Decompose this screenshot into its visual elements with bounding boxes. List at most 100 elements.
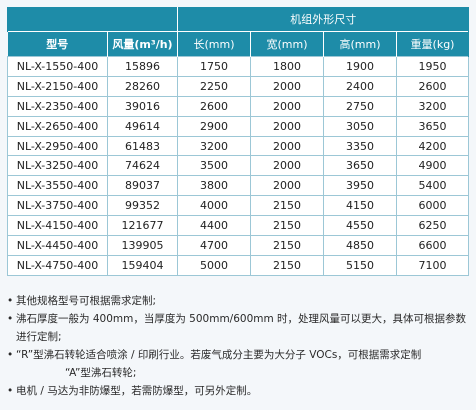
cell-height: 4150: [323, 195, 397, 217]
cell-model: NL-X-2650-400: [7, 115, 108, 137]
cell-height: 2400: [323, 75, 397, 97]
cell-airflow: 89037: [107, 175, 178, 197]
cell-width: 2150: [250, 195, 324, 217]
cell-weight: 3200: [396, 95, 469, 117]
cell-weight: 1950: [396, 56, 469, 77]
note-bullet: •: [7, 385, 14, 397]
cell-height: 3350: [323, 135, 397, 157]
note-bullet: •: [7, 313, 14, 325]
column-header-airflow: 风量(m³/h): [107, 31, 178, 57]
group-header-blank: [7, 7, 178, 32]
table-row: NL-X-3250-400 74624 3500 2000 3650 4900: [7, 155, 469, 177]
cell-airflow: 99352: [107, 195, 178, 217]
cell-width: 2000: [250, 175, 324, 197]
column-header-height: 高(mm): [323, 31, 397, 57]
unit-dimensions-table: 机组外形尺寸 型号 风量(m³/h) 长(mm) 宽(mm) 高(mm) 重量(…: [7, 7, 469, 276]
table-row: NL-X-4450-400 139905 4700 2150 4850 6600: [7, 235, 469, 256]
cell-width: 2000: [250, 135, 324, 157]
column-header-length: 长(mm): [177, 31, 251, 57]
table-body: NL-X-1550-400 15896 1750 1800 1900 1950 NL-X-2…: [7, 56, 469, 276]
table-row: NL-X-4150-400 121677 4400 2150 4550 6250: [7, 215, 469, 237]
table-row: NL-X-1550-400 15896 1750 1800 1900 1950: [7, 56, 469, 77]
cell-model: NL-X-4450-400: [7, 235, 108, 256]
cell-weight: 6600: [396, 235, 469, 256]
cell-width: 2150: [250, 254, 324, 276]
cell-model: NL-X-3750-400: [7, 195, 108, 217]
cell-length: 3200: [177, 135, 251, 157]
cell-weight: 4900: [396, 155, 469, 177]
cell-weight: 4200: [396, 135, 469, 157]
cell-length: 2250: [177, 75, 251, 97]
cell-airflow: 49614: [107, 115, 178, 137]
cell-width: 2000: [250, 115, 324, 137]
note-item: • 沸石厚度一般为 400mm，当厚度为 500mm/600mm 时，处理风量可…: [7, 310, 469, 346]
cell-model: NL-X-1550-400: [7, 56, 108, 77]
cell-length: 3800: [177, 175, 251, 197]
cell-height: 3050: [323, 115, 397, 137]
cell-airflow: 61483: [107, 135, 178, 157]
cell-airflow: 74624: [107, 155, 178, 177]
cell-height: 5150: [323, 254, 397, 276]
cell-length: 2600: [177, 95, 251, 117]
notes-list: • 其他规格型号可根据需求定制; • 沸石厚度一般为 400mm，当厚度为 50…: [7, 292, 469, 400]
cell-airflow: 121677: [107, 215, 178, 237]
cell-airflow: 28260: [107, 75, 178, 97]
note-item: • 其他规格型号可根据需求定制;: [7, 292, 469, 310]
specs-table-container: 机组外形尺寸 型号 风量(m³/h) 长(mm) 宽(mm) 高(mm) 重量(…: [7, 7, 469, 276]
note-item: • 电机 / 马达为非防爆型，若需防爆型，可另外定制。: [7, 382, 469, 400]
cell-length: 1750: [177, 56, 251, 77]
cell-model: NL-X-4150-400: [7, 215, 108, 237]
cell-model: NL-X-2950-400: [7, 135, 108, 157]
cell-width: 2000: [250, 75, 324, 97]
note-text: “R”型沸石转轮适合喷涂 / 印刷行业。若废气成分主要为大分子 VOCs，可根据…: [16, 349, 422, 361]
cell-weight: 6000: [396, 195, 469, 217]
table-row: NL-X-3550-400 89037 3800 2000 3950 5400: [7, 175, 469, 197]
column-header-width: 宽(mm): [250, 31, 324, 57]
cell-length: 5000: [177, 254, 251, 276]
cell-length: 3500: [177, 155, 251, 177]
group-header-dimensions: 机组外形尺寸: [177, 7, 469, 32]
cell-height: 3950: [323, 175, 397, 197]
cell-width: 2150: [250, 215, 324, 237]
cell-width: 1800: [250, 56, 324, 77]
cell-weight: 6250: [396, 215, 469, 237]
cell-airflow: 15896: [107, 56, 178, 77]
cell-model: NL-X-2150-400: [7, 75, 108, 97]
note-text: 电机 / 马达为非防爆型，若需防爆型，可另外定制。: [16, 385, 258, 397]
cell-airflow: 159404: [107, 254, 178, 276]
cell-height: 4850: [323, 235, 397, 256]
table-row: NL-X-2650-400 49614 2900 2000 3050 3650: [7, 115, 469, 137]
cell-weight: 3650: [396, 115, 469, 137]
cell-width: 2150: [250, 235, 324, 256]
column-header-model: 型号: [7, 31, 108, 57]
cell-length: 4400: [177, 215, 251, 237]
table-column-header-row: 型号 风量(m³/h) 长(mm) 宽(mm) 高(mm) 重量(kg): [7, 31, 469, 57]
cell-model: NL-X-4750-400: [7, 254, 108, 276]
cell-height: 1900: [323, 56, 397, 77]
note-text: “A”型沸石转轮;: [65, 367, 137, 379]
cell-length: 2900: [177, 115, 251, 137]
cell-height: 4550: [323, 215, 397, 237]
cell-weight: 7100: [396, 254, 469, 276]
cell-airflow: 39016: [107, 95, 178, 117]
note-item: • “R”型沸石转轮适合喷涂 / 印刷行业。若废气成分主要为大分子 VOCs，可…: [7, 346, 469, 364]
column-header-weight: 重量(kg): [396, 31, 469, 57]
table-row: NL-X-2350-400 39016 2600 2000 2750 3200: [7, 95, 469, 117]
note-continuation: “A”型沸石转轮;: [7, 364, 469, 382]
table-row: NL-X-3750-400 99352 4000 2150 4150 6000: [7, 195, 469, 217]
cell-model: NL-X-2350-400: [7, 95, 108, 117]
note-text: 其他规格型号可根据需求定制;: [16, 295, 157, 307]
table-row: NL-X-2150-400 28260 2250 2000 2400 2600: [7, 75, 469, 97]
cell-width: 2000: [250, 95, 324, 117]
cell-length: 4000: [177, 195, 251, 217]
note-text: 沸石厚度一般为 400mm，当厚度为 500mm/600mm 时，处理风量可以更…: [16, 313, 467, 343]
table-row: NL-X-4750-400 159404 5000 2150 5150 7100: [7, 254, 469, 276]
cell-model: NL-X-3250-400: [7, 155, 108, 177]
note-bullet: •: [7, 349, 14, 361]
cell-height: 2750: [323, 95, 397, 117]
table-row: NL-X-2950-400 61483 3200 2000 3350 4200: [7, 135, 469, 157]
cell-width: 2000: [250, 155, 324, 177]
cell-height: 3650: [323, 155, 397, 177]
cell-weight: 2600: [396, 75, 469, 97]
cell-weight: 5400: [396, 175, 469, 197]
